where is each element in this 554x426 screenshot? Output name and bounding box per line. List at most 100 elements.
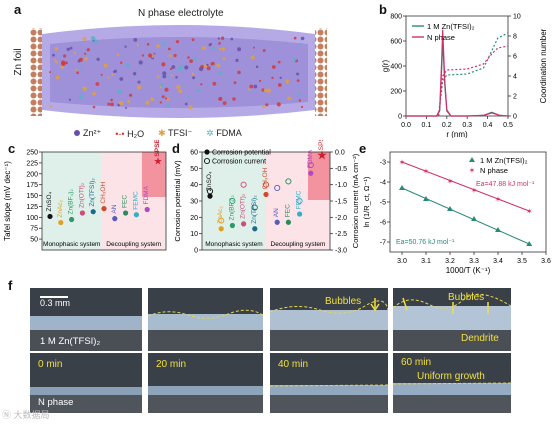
gr-line-1 — [406, 29, 509, 117]
molecule-dot — [127, 100, 131, 103]
category-label-4: Zn(TFSI)₂ — [251, 195, 258, 224]
point-10: ★ — [154, 157, 163, 168]
molecule-dot — [206, 66, 211, 71]
molecule-dot — [53, 58, 57, 61]
current-point-3 — [240, 181, 247, 188]
molecule-dot — [129, 93, 133, 97]
molecule-dot — [81, 92, 84, 95]
molecule-dot — [95, 82, 100, 86]
y-tick-label: 400 — [390, 64, 402, 71]
molecule-dot — [221, 47, 225, 51]
molecule-dot — [222, 101, 227, 105]
plot-frame — [41, 151, 167, 251]
molecule-dot — [75, 68, 78, 71]
molecule-dot — [78, 95, 83, 100]
y-tick-label: 800 — [390, 14, 402, 21]
region-label-mono: Monophasic system — [205, 241, 262, 248]
molecule-dot — [120, 61, 123, 64]
y-tick-label: 175 — [26, 182, 38, 189]
point-7 — [123, 210, 129, 216]
point-8 — [133, 212, 139, 218]
molecule-dot — [138, 60, 143, 65]
molecule-dot — [169, 67, 173, 71]
molecule-dot — [168, 54, 172, 57]
molecule-dot — [200, 83, 203, 86]
x-tick-label: 3.4 — [493, 258, 503, 265]
panel-f-letter: f — [8, 278, 13, 293]
molecule-dot — [297, 92, 301, 96]
potential-point-6 — [274, 219, 280, 225]
y2-tick-label: -1.5 — [335, 199, 347, 206]
molecule-dot — [300, 36, 305, 41]
molecule-dot — [285, 79, 290, 84]
time-20: 20 min — [156, 359, 187, 370]
watermark: Ⓝ 大数据局 — [2, 410, 50, 420]
point-5 — [101, 206, 107, 212]
molecule-dot — [220, 36, 225, 40]
molecule-dot — [212, 81, 217, 86]
legend-h2o: •‑• H₂O — [115, 128, 145, 139]
point-1-3: ✶ — [471, 186, 478, 195]
molecule-dot — [165, 97, 168, 100]
current-point-9 — [307, 162, 314, 169]
molecule-dot — [170, 74, 173, 77]
bubbles-label-40min: Bubbles — [325, 296, 362, 307]
zn-foil-label: Zn foil — [13, 48, 24, 76]
molecule-dot — [137, 85, 142, 90]
molecule-dot — [298, 99, 301, 102]
panel-c-letter: c — [8, 141, 16, 156]
molecule-dot — [133, 38, 138, 42]
molecule-dot — [287, 96, 291, 100]
molecule-dot — [60, 92, 63, 95]
y2-tick-label: 10 — [513, 14, 521, 21]
y2-tick-label: 2 — [513, 94, 517, 101]
left-zn-foil — [30, 28, 42, 116]
point-0-3 — [471, 216, 477, 221]
molecule-dot — [107, 76, 110, 79]
potential-point-5 — [263, 191, 269, 198]
category-label-0: ZnSO₄ — [206, 171, 213, 191]
current-point-2 — [229, 197, 236, 205]
molecule-dot — [107, 102, 111, 106]
potential-point-2 — [229, 222, 235, 229]
molecule-dot — [49, 71, 51, 74]
molecule-dot — [124, 45, 127, 48]
photo-znTFSI-20min — [148, 288, 263, 351]
molecule-dot — [175, 76, 178, 79]
y2-tick-label: 0 — [513, 114, 517, 121]
y-tick-label: 600 — [390, 39, 402, 46]
ea-annotation-nphase: Ea=47.88 kJ mol⁻¹ — [476, 181, 535, 188]
molecule-dot — [156, 44, 160, 48]
time-0: 0 min — [38, 359, 63, 370]
x-tick-label: 3.1 — [421, 258, 431, 265]
y-tick-label: 30 — [190, 199, 198, 206]
y2-tick-label: 0.0 — [335, 150, 345, 157]
molecule-dot — [191, 72, 195, 76]
current-point-4 — [251, 204, 258, 211]
y-tick-label: 0 — [398, 114, 402, 121]
molecule-dot — [159, 101, 162, 104]
molecule-dot — [55, 60, 58, 64]
region-label-decoup: Decoupling system — [271, 241, 326, 248]
legend-label-0: 1 M Zn(TFSI)₂ — [480, 156, 528, 165]
panel-a-title: N phase electrolyte — [138, 8, 224, 19]
legend-label-1: N phase — [427, 33, 455, 42]
y-tick-label: 40 — [190, 182, 198, 189]
molecule-dot — [296, 79, 300, 82]
y-axis-label: g(r) — [381, 59, 390, 72]
molecule-dot — [68, 98, 71, 101]
molecule-dot — [211, 46, 215, 50]
molecule-dot — [162, 74, 167, 79]
category-label-7: FEC — [284, 204, 291, 217]
molecule-dot — [237, 70, 241, 75]
x-tick-label: 0.0 — [401, 122, 411, 129]
molecule-dot — [237, 47, 242, 52]
point-1-5: ✶ — [526, 207, 533, 216]
bubbles-label-60min: Bubbles — [448, 292, 485, 303]
molecule-dot — [301, 105, 304, 108]
molecule-dot — [168, 47, 171, 51]
current-point-6 — [274, 184, 281, 191]
molecule-dot — [52, 53, 55, 57]
y-axis-label: ln (1/R_ct, Ω⁻¹) — [362, 176, 371, 227]
potential-point-9 — [308, 170, 314, 176]
